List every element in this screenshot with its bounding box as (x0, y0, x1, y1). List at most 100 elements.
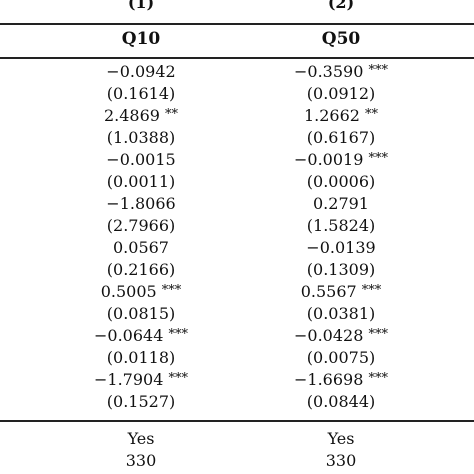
q50-cell: 1.2662 ** (200, 105, 474, 129)
q10-cell: 2.4869 ** (0, 105, 282, 129)
col1-label: Q10 (121, 29, 161, 49)
cell-value: (2.7966) (106, 216, 176, 235)
table-row: −1.7904 *** −1.6698 *** (0, 369, 474, 391)
cell-value: (1.0388) (106, 128, 176, 147)
table-footer: Yes Yes 330 330 (0, 428, 474, 472)
significance-stars: *** (368, 151, 388, 166)
q10-footer-cell: Yes (127, 429, 155, 448)
table-row: (0.0118) (0.0075) (0, 347, 474, 369)
cell-value: (0.0006) (306, 172, 376, 191)
q10-cell: −0.0015 (0, 149, 282, 171)
table-row: −1.8066 0.2791 (0, 193, 474, 215)
table-row: −0.0942 −0.3590 *** (0, 61, 474, 83)
significance-stars: *** (368, 371, 388, 386)
cell-value: (0.1309) (306, 260, 376, 279)
header-rule (0, 23, 474, 25)
cell-value: (1.5824) (306, 216, 376, 235)
col2-number: (2) (327, 0, 355, 12)
cell-value: 0.0567 (113, 238, 169, 257)
cell-value: −0.0139 (306, 238, 376, 257)
q10-cell: (2.7966) (0, 215, 282, 237)
header-label-row: Q10 Q50 (0, 27, 474, 51)
q10-cell: (0.1614) (0, 83, 282, 105)
q50-cell: −0.3590 *** (200, 61, 474, 85)
cell-value: −0.3590 (294, 62, 364, 81)
significance-stars: *** (368, 327, 388, 342)
table-row: 0.5005 *** 0.5567 *** (0, 281, 474, 303)
cell-value: −0.0428 (294, 326, 364, 345)
q10-cell: (1.0388) (0, 127, 282, 149)
q50-cell: −0.0139 (200, 237, 474, 259)
q50-footer-cell: 330 (325, 451, 357, 470)
cell-value: (0.0844) (306, 392, 376, 411)
q50-cell: 0.2791 (200, 193, 474, 215)
table-row: (0.0011) (0.0006) (0, 171, 474, 193)
q10-cell: −1.8066 (0, 193, 282, 215)
q10-cell: −0.0644 *** (0, 325, 282, 349)
header-bottom-rule (0, 57, 474, 59)
significance-stars: *** (161, 283, 182, 298)
footer-rule (0, 420, 474, 422)
table-row: −0.0015 −0.0019 *** (0, 149, 474, 171)
q50-footer-cell: Yes (327, 429, 355, 448)
col2-label: Q50 (321, 29, 361, 49)
q10-footer-cell: 330 (125, 451, 157, 470)
q50-cell: (1.5824) (200, 215, 474, 237)
footer-row: Yes Yes (0, 428, 474, 450)
q10-cell: 0.0567 (0, 237, 282, 259)
cell-value: 2.4869 (103, 106, 160, 125)
table-row: 2.4869 ** 1.2662 ** (0, 105, 474, 127)
q10-cell: 0.5005 *** (0, 281, 282, 305)
table-row: (0.1614) (0.0912) (0, 83, 474, 105)
q10-cell: (0.0011) (0, 171, 282, 193)
table-body: −0.0942 −0.3590 *** (0.1614) (0.0912) 2.4869… (0, 61, 474, 413)
table-row: (0.0815) (0.0381) (0, 303, 474, 325)
significance-stars: *** (368, 63, 388, 78)
q10-cell: (0.1527) (0, 391, 282, 413)
cell-value: 0.5005 (100, 282, 157, 301)
cell-value: 1.2662 (303, 106, 360, 125)
cell-value: (0.0011) (106, 172, 176, 191)
cell-value: (0.2166) (106, 260, 176, 279)
table-row: 0.0567 −0.0139 (0, 237, 474, 259)
q10-cell: −1.7904 *** (0, 369, 282, 393)
q50-cell: (0.0912) (200, 83, 474, 105)
q10-cell: −0.0942 (0, 61, 282, 83)
significance-stars: *** (168, 327, 188, 342)
table-row: −0.0644 *** −0.0428 *** (0, 325, 474, 347)
col1-number: (1) (127, 0, 155, 12)
cell-value: (0.6167) (306, 128, 376, 147)
q50-cell: (0.1309) (200, 259, 474, 281)
q10-cell: (0.0118) (0, 347, 282, 369)
cell-value: (0.0912) (306, 84, 376, 103)
significance-stars: ** (365, 107, 379, 122)
cell-value: −0.0644 (94, 326, 164, 345)
table-row: (1.0388) (0.6167) (0, 127, 474, 149)
header-number-row: (1) (2) (0, 0, 474, 14)
cell-value: −0.0015 (106, 150, 176, 169)
significance-stars: *** (361, 283, 382, 298)
cell-value: 0.5567 (300, 282, 357, 301)
cell-value: −1.8066 (106, 194, 176, 213)
significance-stars: ** (165, 107, 179, 122)
table-row: (0.1527) (0.0844) (0, 391, 474, 413)
cell-value: −0.0019 (294, 150, 364, 169)
q50-cell: (0.0006) (200, 171, 474, 193)
table-row: (0.2166) (0.1309) (0, 259, 474, 281)
cell-value: (0.1614) (106, 84, 176, 103)
cell-value: (0.1527) (106, 392, 176, 411)
cell-value: (0.0075) (306, 348, 376, 367)
q50-cell: −1.6698 *** (200, 369, 474, 393)
cell-value: (0.0815) (106, 304, 176, 323)
significance-stars: *** (168, 371, 188, 386)
q10-cell: (0.0815) (0, 303, 282, 325)
cell-value: (0.0118) (106, 348, 176, 367)
q50-cell: 0.5567 *** (200, 281, 474, 305)
cell-value: −1.7904 (94, 370, 164, 389)
q10-cell: (0.2166) (0, 259, 282, 281)
q50-cell: (0.0381) (200, 303, 474, 325)
q50-cell: (0.0075) (200, 347, 474, 369)
q50-cell: −0.0019 *** (200, 149, 474, 173)
q50-cell: −0.0428 *** (200, 325, 474, 349)
